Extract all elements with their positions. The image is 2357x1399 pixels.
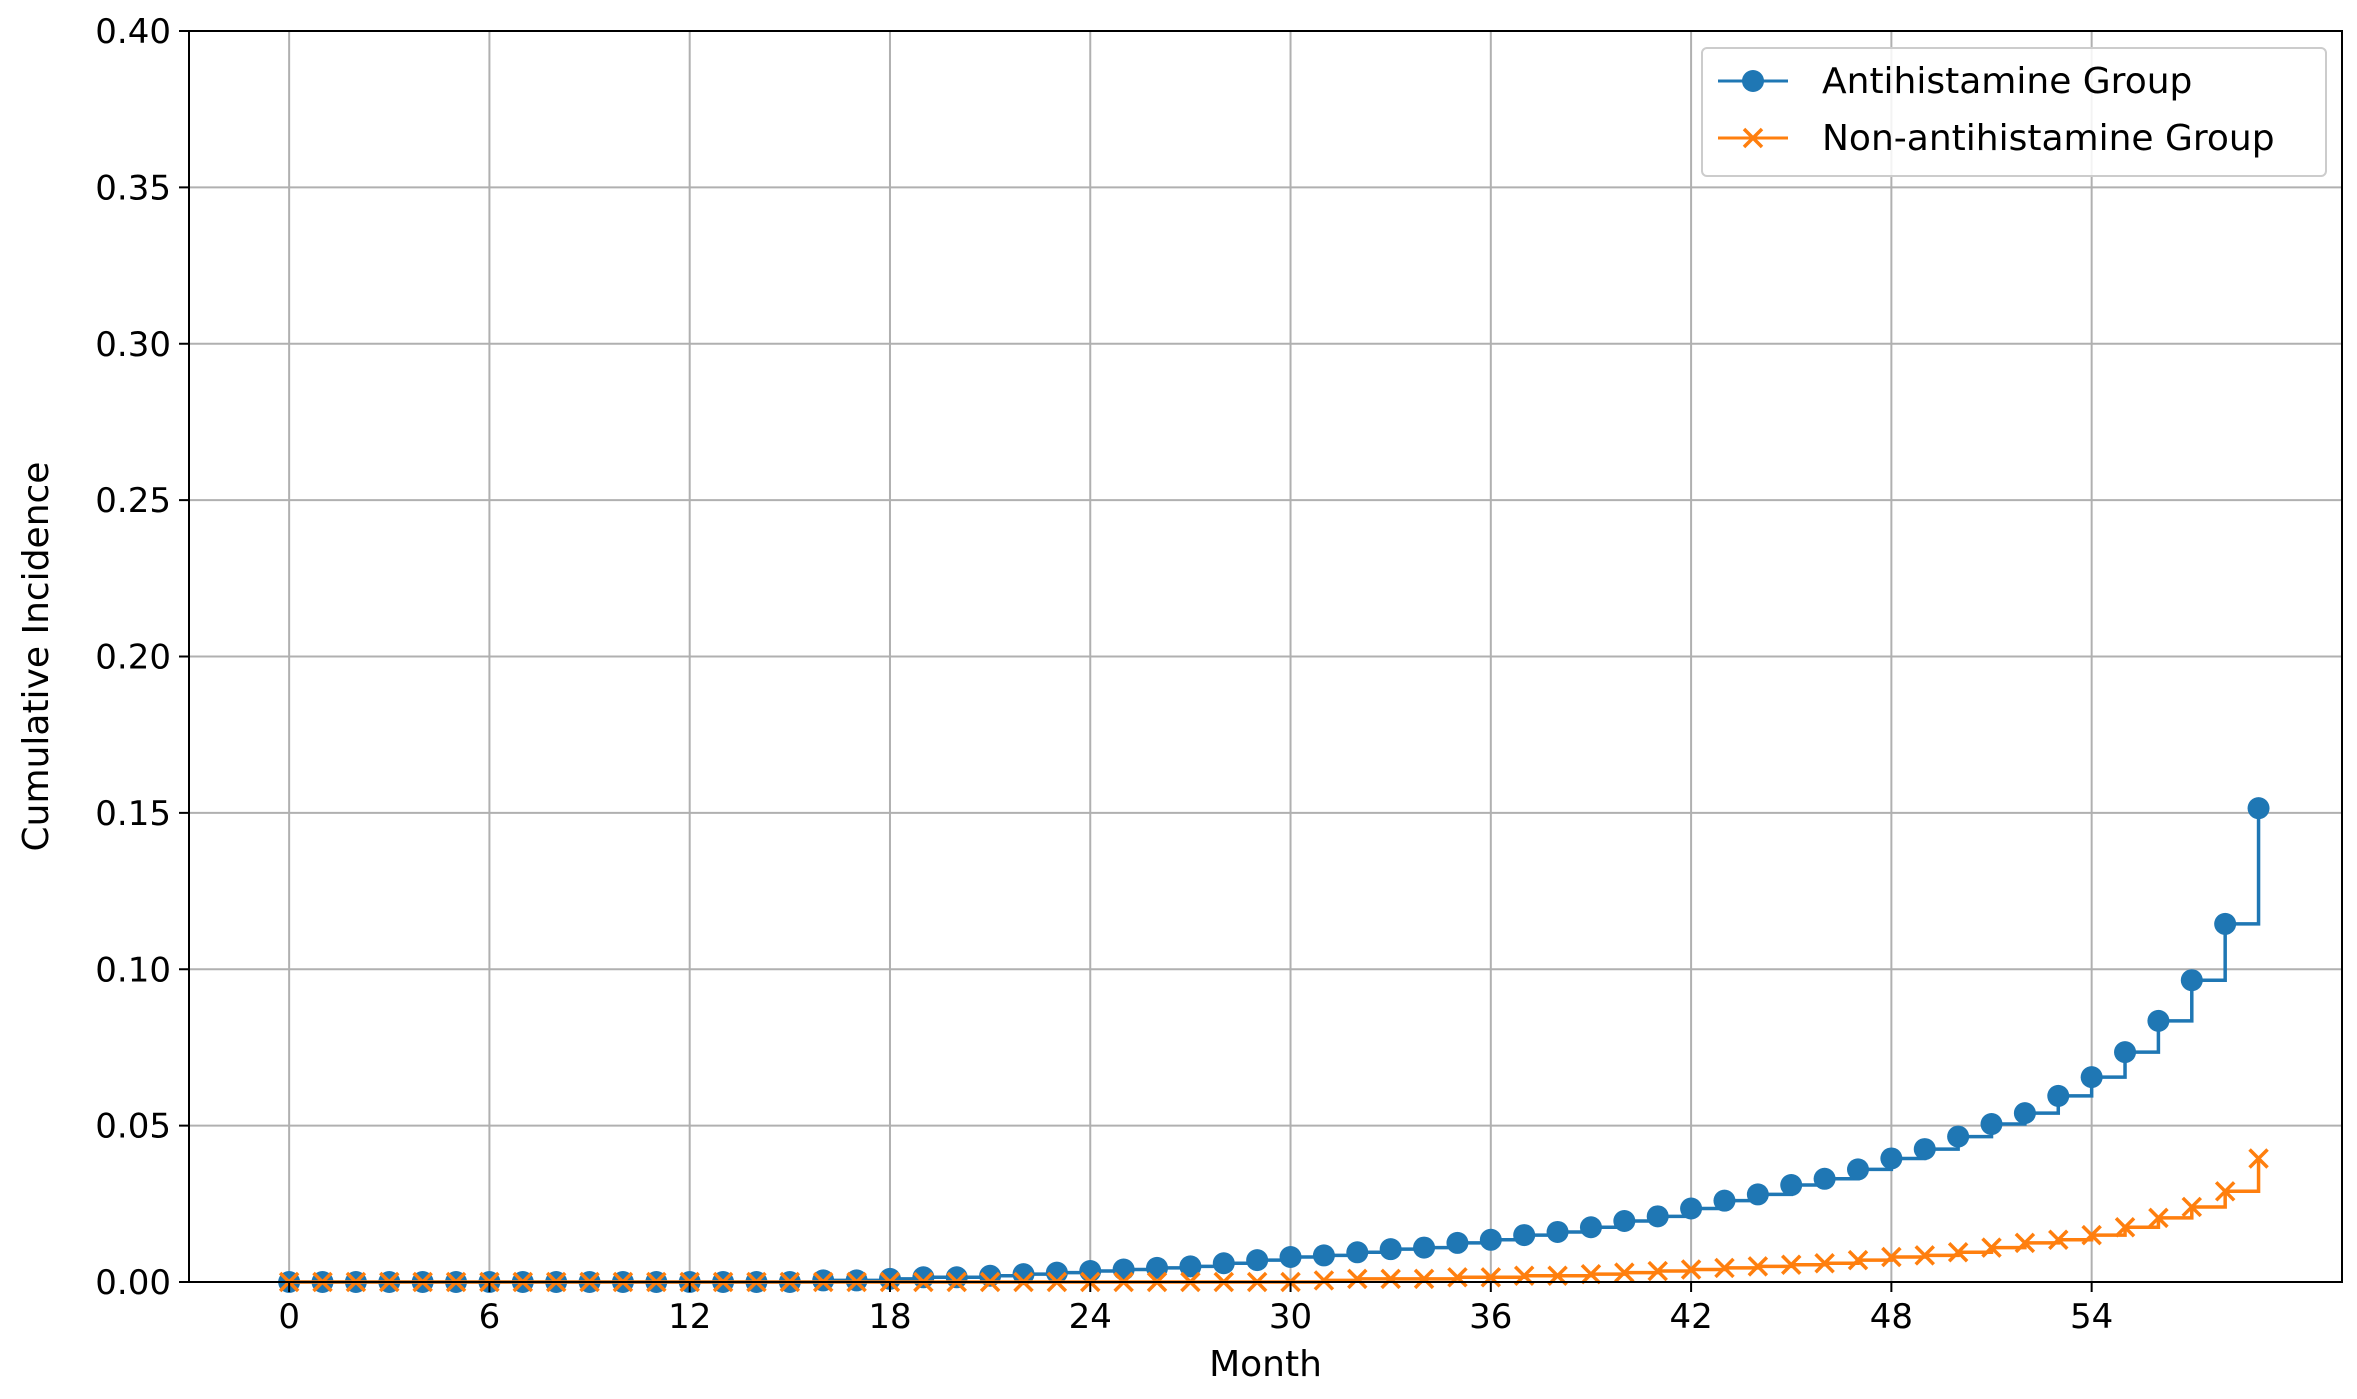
- data-point: [1347, 1268, 1368, 1290]
- data-point: [1981, 1237, 2002, 1258]
- data-point: [1881, 1246, 1902, 1268]
- data-point: [1947, 1125, 1970, 1148]
- data-point: [1447, 1267, 1468, 1288]
- data-point: [2214, 1181, 2236, 1202]
- data-point: [2080, 1066, 2103, 1089]
- x-tick-label: 54: [2070, 1297, 2113, 1337]
- x-tick-label: 42: [1669, 1297, 1712, 1337]
- data-point: [2180, 969, 2203, 992]
- x-tick-label: 36: [1469, 1297, 1512, 1337]
- data-point: [1613, 1210, 1636, 1233]
- y-tick-label: 0.10: [95, 950, 171, 990]
- data-point: [2247, 797, 2270, 820]
- legend-entry-non-antihistamine: Non-antihistamine Group: [1718, 118, 2275, 159]
- data-point: [2181, 1196, 2203, 1218]
- data-point: [2114, 1217, 2136, 1238]
- data-point: [1980, 1113, 2003, 1136]
- data-point: [878, 1267, 901, 1290]
- data-point: [2048, 1229, 2069, 1251]
- data-point: [1146, 1256, 1169, 1279]
- data-point: [1479, 1228, 1502, 1251]
- data-point: [1880, 1147, 1903, 1170]
- data-point: [912, 1266, 935, 1289]
- data-point: [2081, 1224, 2102, 1246]
- data-point: [1747, 1256, 1769, 1277]
- x-tick-label: 12: [668, 1297, 711, 1337]
- data-point: [1480, 1267, 1502, 1288]
- data-point: [1380, 1268, 1401, 1290]
- data-point: [1713, 1189, 1736, 1212]
- data-point: [1546, 1220, 1569, 1243]
- data-point: [1112, 1258, 1135, 1281]
- data-point: [1346, 1241, 1369, 1264]
- data-point: [1614, 1262, 1635, 1283]
- y-tick-label: 0.35: [95, 168, 171, 208]
- data-point: [1012, 1263, 1035, 1286]
- data-point: [1413, 1236, 1436, 1259]
- x-tick-label: 18: [868, 1297, 911, 1337]
- data-point: [2147, 1009, 2170, 1032]
- data-point: [1813, 1167, 1836, 1190]
- x-tick-label: 24: [1069, 1297, 1112, 1337]
- data-point: [1746, 1183, 1769, 1206]
- data-point: [1579, 1216, 1602, 1239]
- legend-box: [1701, 47, 2327, 177]
- data-point: [1212, 1252, 1235, 1275]
- data-point: [1313, 1270, 1335, 1291]
- data-point: [1814, 1252, 1835, 1274]
- data-point: [1079, 1260, 1102, 1283]
- data-point: [2214, 912, 2237, 935]
- data-point: [1179, 1255, 1202, 1278]
- data-point: [1413, 1268, 1435, 1290]
- data-point: [1947, 1242, 1969, 1263]
- data-point: [2248, 1148, 2269, 1169]
- data-point: [2013, 1102, 2036, 1125]
- data-point: [945, 1266, 968, 1289]
- legend-marker-non-antihistamine: [1742, 127, 1764, 149]
- y-axis-label: Cumulative Incidence: [16, 462, 57, 852]
- y-tick-label: 0.00: [95, 1263, 171, 1303]
- data-point: [1379, 1238, 1402, 1261]
- y-tick-label: 0.40: [95, 12, 171, 52]
- data-point: [1680, 1197, 1703, 1220]
- data-point: [1246, 1249, 1269, 1272]
- x-tick-label: 48: [1870, 1297, 1913, 1337]
- x-axis-label: Month: [1209, 1344, 1322, 1385]
- data-point: [1714, 1257, 1735, 1279]
- data-point: [2047, 1084, 2070, 1107]
- data-point: [1913, 1138, 1936, 1161]
- legend-entry-antihistamine: Antihistamine Group: [1718, 61, 2192, 102]
- legend-label-non-antihistamine: Non-antihistamine Group: [1822, 118, 2275, 159]
- data-point: [1580, 1263, 1602, 1285]
- data-point: [1780, 1254, 1802, 1276]
- legend: Antihistamine Group Non-antihistamine Gr…: [1701, 47, 2327, 177]
- data-point: [1312, 1244, 1335, 1267]
- data-point: [1847, 1249, 1869, 1271]
- y-tick-label: 0.30: [95, 325, 171, 365]
- x-tick-label: 0: [278, 1297, 300, 1337]
- data-point: [1680, 1259, 1702, 1280]
- y-tick-label: 0.25: [95, 481, 171, 521]
- data-point: [1846, 1158, 1869, 1181]
- y-tick-label: 0.20: [95, 638, 171, 678]
- x-tick-label: 30: [1269, 1297, 1312, 1337]
- data-point: [2014, 1232, 2036, 1254]
- y-tick-label: 0.05: [95, 1107, 171, 1147]
- legend-marker-antihistamine: [1742, 70, 1764, 92]
- data-point: [2148, 1207, 2169, 1229]
- data-point: [1780, 1174, 1803, 1197]
- data-point: [1646, 1205, 1669, 1228]
- data-point: [2114, 1041, 2137, 1064]
- x-tick-label: 6: [479, 1297, 501, 1337]
- axis-ticks: 0 6 12 18 24 30 36 42 48 54 0.00 0.05 0.10 0.15 0.20 0.…: [95, 12, 2113, 1337]
- data-point: [1446, 1231, 1469, 1254]
- data-point: [1513, 1224, 1536, 1247]
- y-tick-label: 0.15: [95, 794, 171, 834]
- legend-label-antihistamine: Antihistamine Group: [1822, 61, 2192, 102]
- data-point: [1647, 1260, 1668, 1282]
- data-point: [1279, 1245, 1302, 1268]
- data-point: [1914, 1245, 1935, 1266]
